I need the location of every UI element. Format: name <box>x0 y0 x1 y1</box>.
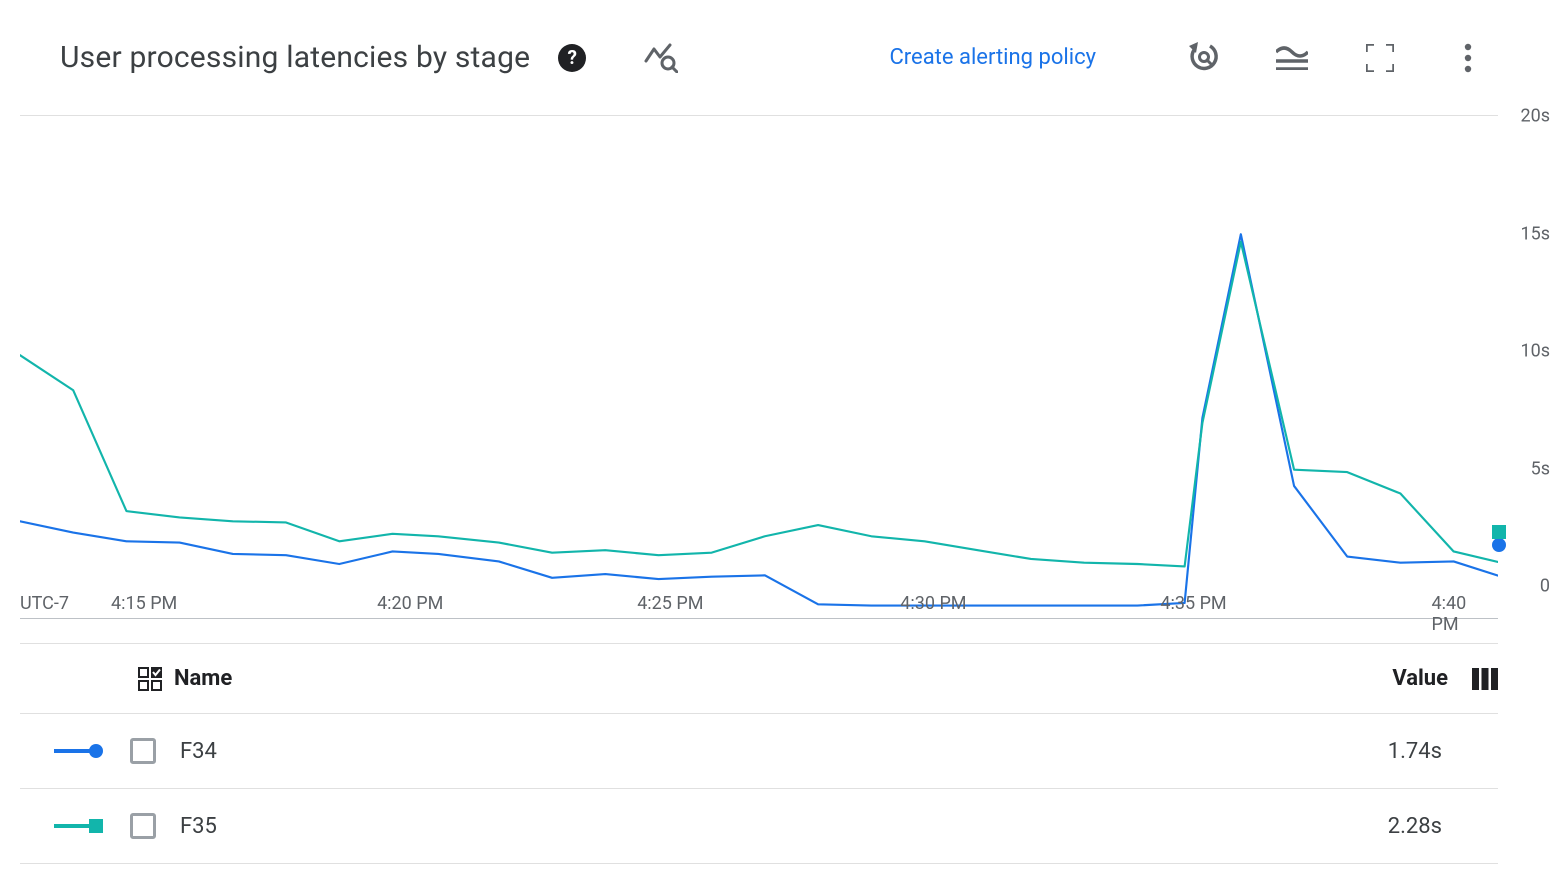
metrics-explorer-icon[interactable] <box>644 43 678 73</box>
chart-header: User processing latencies by stage ? Cre… <box>20 20 1498 115</box>
create-alerting-policy-link[interactable]: Create alerting policy <box>889 45 1096 70</box>
series-checkbox[interactable] <box>130 738 156 764</box>
legend-row[interactable]: F34 1.74s <box>20 714 1498 789</box>
x-axis-label: 4:15 PM <box>111 593 177 614</box>
more-options-icon[interactable] <box>1448 43 1488 73</box>
legend-row[interactable]: F35 2.28s <box>20 789 1498 864</box>
x-axis-label: 4:30 PM <box>900 593 966 614</box>
y-axis-label: 15s <box>1520 223 1550 244</box>
y-axis-label: 5s <box>1531 458 1550 479</box>
reset-zoom-icon[interactable] <box>1184 42 1224 74</box>
series-end-marker <box>1492 538 1506 552</box>
timezone-label: UTC-7 <box>20 593 69 614</box>
x-axis-label: 4:25 PM <box>637 593 703 614</box>
column-options-icon[interactable] <box>1472 668 1498 690</box>
legend-toggle-icon[interactable] <box>1272 46 1312 70</box>
series-checkbox[interactable] <box>130 813 156 839</box>
x-axis-label: 4:35 PM <box>1160 593 1226 614</box>
series-name: F34 <box>180 739 217 764</box>
legend-value-header: Value <box>1392 666 1448 691</box>
series-end-marker <box>1492 525 1506 539</box>
x-axis: UTC-7 4:15 PM 4:20 PM 4:25 PM 4:30 PM 4:35 PM… <box>20 585 1498 625</box>
chart-title: User processing latencies by stage <box>60 40 530 75</box>
x-axis-label: 4:20 PM <box>377 593 443 614</box>
select-all-icon[interactable] <box>138 667 162 691</box>
series-value: 2.28s <box>1388 814 1442 839</box>
legend-name-header: Name <box>174 666 232 691</box>
series-swatch <box>54 742 108 760</box>
fullscreen-icon[interactable] <box>1360 44 1400 72</box>
help-icon[interactable]: ? <box>558 44 586 72</box>
latency-chart[interactable]: 05s10s15s20s <box>20 115 1498 585</box>
y-axis-label: 20s <box>1520 106 1550 127</box>
y-axis-label: 0 <box>1540 576 1550 597</box>
series-name: F35 <box>180 814 217 839</box>
x-axis-label: 4:40 PM <box>1431 593 1475 635</box>
series-swatch <box>54 817 108 835</box>
series-value: 1.74s <box>1388 739 1442 764</box>
legend-header-row: Name Value <box>20 643 1498 714</box>
y-axis-label: 10s <box>1520 341 1550 362</box>
